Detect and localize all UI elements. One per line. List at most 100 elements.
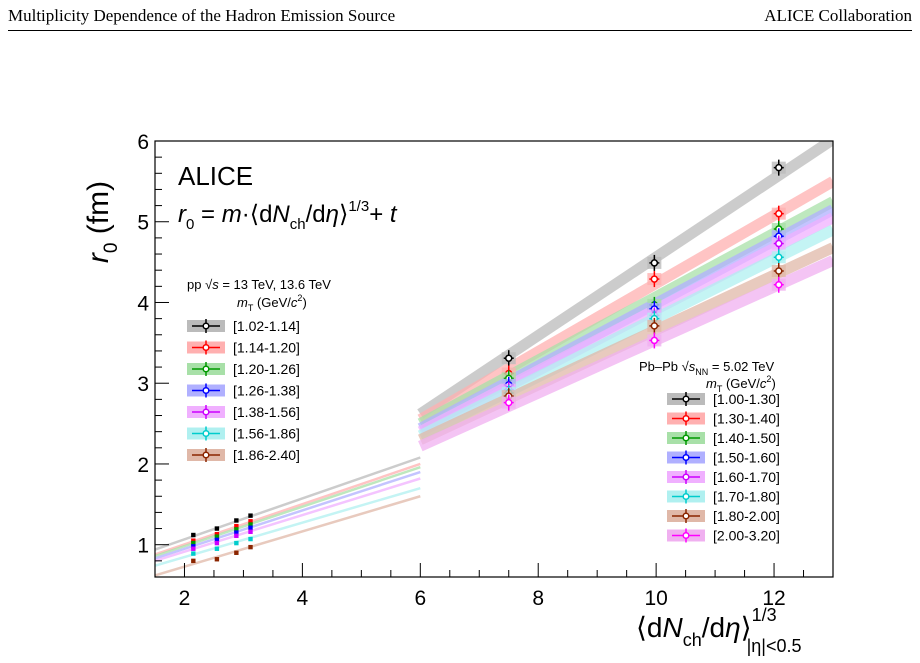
pbpb-legend-marker-2 bbox=[682, 434, 690, 442]
pbpb-legend-marker-7 bbox=[682, 531, 690, 540]
x-tick-label-1: 4 bbox=[297, 587, 309, 610]
x-tick-label-0: 2 bbox=[179, 587, 191, 610]
pp-point-0-1 bbox=[214, 526, 220, 531]
pp-point-0-0 bbox=[191, 532, 196, 538]
pbpb-fit-band-6 bbox=[417, 242, 833, 445]
chart-subtitle-formula: r0 = m·⟨dNch/dη⟩1/3+ t bbox=[178, 198, 398, 233]
pbpb-legend-marker-4 bbox=[682, 473, 690, 481]
pbpb-point-7-1 bbox=[650, 336, 659, 345]
pp-legend-label-5: [1.56-1.86] bbox=[233, 426, 300, 442]
pp-legend-label-6: [1.86-2.40] bbox=[233, 447, 300, 463]
data-points bbox=[191, 159, 786, 564]
pp-fit-band-1 bbox=[155, 462, 421, 556]
legend-pp: pp √s = 13 TeV, 13.6 TeV mT (GeV/c2) [1.… bbox=[187, 277, 331, 463]
fit-bands bbox=[155, 141, 833, 577]
x-tick-label-4: 10 bbox=[644, 587, 667, 610]
pbpb-legend-label-0: [1.00-1.30] bbox=[713, 391, 780, 407]
pbpb-point-1-1 bbox=[650, 275, 659, 283]
pbpb-legend-label-2: [1.40-1.50] bbox=[713, 430, 780, 446]
x-tick-label-2: 6 bbox=[414, 587, 426, 610]
pp-legend-marker-3 bbox=[202, 386, 210, 395]
pbpb-legend-label-7: [2.00-3.20] bbox=[713, 528, 780, 544]
pp-point-1-2 bbox=[234, 523, 239, 529]
pbpb-legend-label-5: [1.70-1.80] bbox=[713, 489, 780, 505]
legend-pp-header: mT (GeV/c2) bbox=[237, 293, 307, 313]
pbpb-legend-marker-6 bbox=[682, 512, 690, 520]
legend-pbpb-system: Pb–Pb √sNN = 5.02 TeV bbox=[639, 359, 775, 377]
pp-point-2-1 bbox=[214, 534, 220, 539]
pp-point-4-1 bbox=[214, 540, 220, 546]
running-header-title: Multiplicity Dependence of the Hadron Em… bbox=[8, 6, 396, 25]
pp-fit-band-4 bbox=[155, 477, 421, 563]
pbpb-point-4-2 bbox=[775, 239, 783, 248]
pbpb-legend-marker-3 bbox=[682, 453, 690, 462]
pp-fit-band-5 bbox=[155, 486, 421, 567]
pp-fit-band-2 bbox=[155, 466, 421, 558]
pbpb-legend-marker-1 bbox=[682, 414, 690, 423]
pbpb-legend-marker-0 bbox=[682, 395, 690, 403]
pp-point-1-0 bbox=[191, 538, 196, 543]
pbpb-legend-label-3: [1.50-1.60] bbox=[713, 450, 780, 466]
pbpb-point-6-2 bbox=[775, 267, 783, 275]
pp-point-5-1 bbox=[214, 546, 220, 551]
pp-legend-label-2: [1.20-1.26] bbox=[233, 361, 300, 377]
pp-point-3-2 bbox=[234, 530, 239, 535]
pbpb-point-7-2 bbox=[775, 280, 783, 289]
pp-point-6-1 bbox=[214, 557, 220, 562]
pbpb-point-0-1 bbox=[650, 259, 659, 267]
pp-legend-marker-0 bbox=[202, 322, 210, 330]
pbpb-point-5-2 bbox=[775, 253, 783, 262]
y-tick-label-4: 5 bbox=[137, 212, 149, 235]
pp-point-6-0 bbox=[191, 558, 196, 564]
pp-point-1-1 bbox=[214, 532, 220, 537]
pbpb-fit-band-0 bbox=[417, 141, 833, 419]
legend-pbpb: Pb–Pb √sNN = 5.02 TeV mT (GeV/c2) [1.00-… bbox=[639, 359, 780, 544]
x-axis-label: ⟨dNch/dη⟩1/3 |η|<0.5 bbox=[636, 605, 802, 656]
y-tick-label-1: 2 bbox=[137, 454, 149, 477]
pp-point-3-0 bbox=[191, 544, 196, 549]
pp-point-4-0 bbox=[191, 546, 196, 551]
pbpb-legend-label-1: [1.30-1.40] bbox=[713, 411, 780, 427]
pbpb-legend-label-6: [1.80-2.00] bbox=[713, 508, 780, 524]
pp-point-5-3 bbox=[248, 536, 253, 542]
pbpb-fit-band-1 bbox=[417, 176, 833, 425]
x-tick-label-5: 12 bbox=[762, 587, 785, 610]
pp-point-2-0 bbox=[191, 540, 196, 546]
pp-point-5-2 bbox=[234, 540, 239, 546]
pp-point-4-2 bbox=[234, 533, 239, 539]
pp-legend-marker-5 bbox=[202, 429, 210, 438]
pp-fit-band-6 bbox=[155, 495, 421, 577]
pp-point-3-3 bbox=[248, 525, 253, 530]
y-tick-label-3: 4 bbox=[137, 292, 149, 315]
pp-point-4-3 bbox=[248, 529, 253, 534]
pp-point-2-3 bbox=[248, 522, 253, 527]
pp-point-2-2 bbox=[234, 527, 239, 532]
pp-legend-label-1: [1.14-1.20] bbox=[233, 340, 300, 356]
pp-point-5-0 bbox=[191, 551, 196, 556]
pp-fit-band-3 bbox=[155, 470, 421, 560]
pp-point-6-3 bbox=[248, 544, 253, 550]
header-rule bbox=[8, 30, 912, 31]
pbpb-point-0-0 bbox=[504, 354, 513, 362]
pp-fit-band-0 bbox=[155, 456, 421, 551]
pp-legend-marker-2 bbox=[202, 365, 210, 373]
legend-pp-system: pp √s = 13 TeV, 13.6 TeV bbox=[187, 277, 331, 292]
pbpb-fit-band-7 bbox=[418, 255, 833, 452]
y-tick-label-0: 1 bbox=[137, 535, 149, 558]
pp-legend-label-0: [1.02-1.14] bbox=[233, 318, 300, 334]
pbpb-legend-label-4: [1.60-1.70] bbox=[713, 469, 780, 485]
pp-point-0-3 bbox=[248, 513, 253, 518]
pp-point-6-2 bbox=[234, 550, 239, 555]
running-header-collaboration: ALICE Collaboration bbox=[764, 6, 912, 25]
pbpb-point-1-2 bbox=[775, 209, 783, 218]
pbpb-point-7-0 bbox=[504, 398, 513, 407]
y-tick-label-5: 6 bbox=[137, 131, 149, 154]
y-axis-label: r0 (fm) bbox=[82, 181, 122, 263]
pp-point-0-2 bbox=[234, 518, 239, 523]
pp-legend-label-4: [1.38-1.56] bbox=[233, 404, 300, 420]
plot-frame bbox=[154, 140, 834, 578]
legend-pbpb-header: mT (GeV/c2) bbox=[706, 374, 776, 394]
pbpb-point-0-2 bbox=[775, 163, 783, 172]
pbpb-legend-marker-5 bbox=[682, 492, 690, 501]
